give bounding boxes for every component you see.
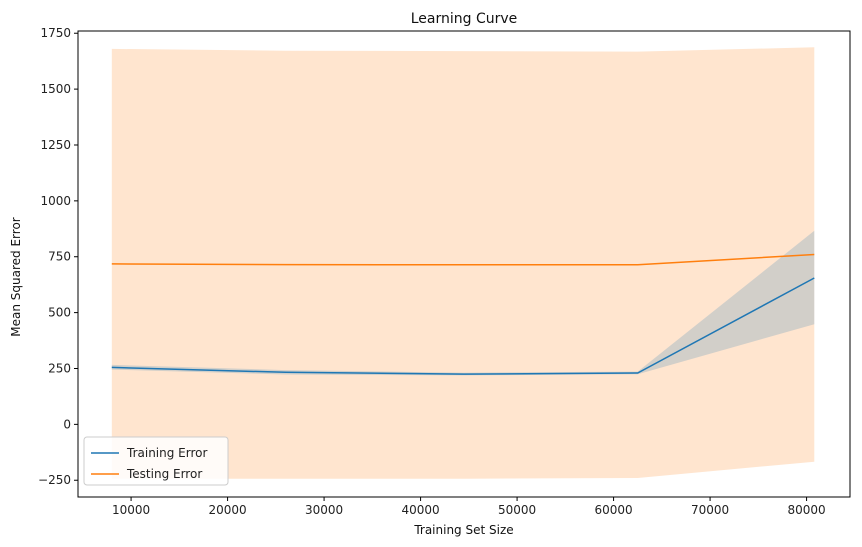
y-tick-label: 1250 [40,138,71,152]
band-testing-error [111,47,815,479]
y-tick-label: 500 [48,306,71,320]
line-training-error [111,277,815,375]
y-tick-label: −250 [38,473,71,487]
chart-title: Learning Curve [411,11,518,27]
confidence-bands [111,47,815,479]
x-tick-label: 70000 [691,503,729,517]
y-axis: −250 0 250 500 750 1000 1250 1500 1750 [38,26,78,487]
y-tick-label: 1000 [40,194,71,208]
x-axis-label: Training Set Size [413,523,513,537]
y-tick-label: 250 [48,361,71,375]
plot-frame [77,30,851,498]
y-axis-label: Mean Squared Error [9,217,23,337]
x-tick-label: 80000 [787,503,825,517]
legend-label-testing-error: Testing Error [126,467,202,481]
x-tick-label: 10000 [112,503,150,517]
y-tick-label: 750 [48,250,71,264]
legend-box [83,436,229,486]
y-tick-label: 0 [63,417,71,431]
x-tick-label: 50000 [498,503,536,517]
x-tick-label: 20000 [208,503,246,517]
x-tick-label: 30000 [305,503,343,517]
x-tick-label: 60000 [594,503,632,517]
legend-label-training-error: Training Error [126,446,207,460]
x-tick-label: 40000 [401,503,439,517]
y-tick-label: 1500 [40,82,71,96]
legend: Training Error Testing Error [83,436,229,486]
y-tick-label: 1750 [40,26,71,40]
line-testing-error [111,253,815,266]
series-lines [111,253,815,375]
x-axis: 10000 20000 30000 40000 50000 60000 70000 80000 [112,497,826,517]
